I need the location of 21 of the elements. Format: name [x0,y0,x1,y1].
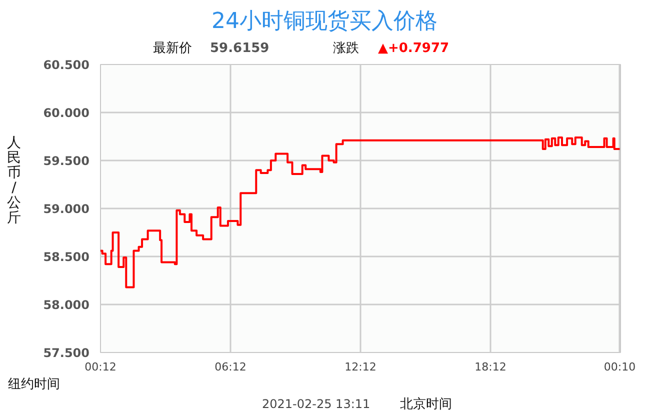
text: 最新价 [153,40,192,58]
x-tick-label: 00:12 [84,360,116,374]
text: 北京时间 [400,396,452,414]
y-tick-label: 57.500 [43,346,90,360]
x-tick-label: 06:12 [214,360,246,374]
x-tick-label: 18:12 [474,360,506,374]
y-tick-label: 60.000 [43,106,90,120]
chart-title: 24小时铜现货买入价格 [210,8,438,36]
text: 涨跌 [333,40,359,58]
x-axis-title: 纽约时间 [8,376,60,394]
y-tick-label: 59.500 [43,154,90,168]
y-tick-label: 60.500 [43,58,90,72]
text: 59.6159 [210,40,270,58]
y-tick-label: 58.500 [43,250,90,264]
y-tick-label: 58.000 [43,298,90,312]
y-axis-title: 人民币/公斤 [6,135,22,226]
x-tick-label: 00:10 [604,360,636,374]
text: 2021-02-25 13:11 [262,396,370,413]
text: ▲+0.7977 [378,40,450,58]
x-tick-label: 12:12 [344,360,376,374]
y-tick-label: 59.000 [43,202,90,216]
